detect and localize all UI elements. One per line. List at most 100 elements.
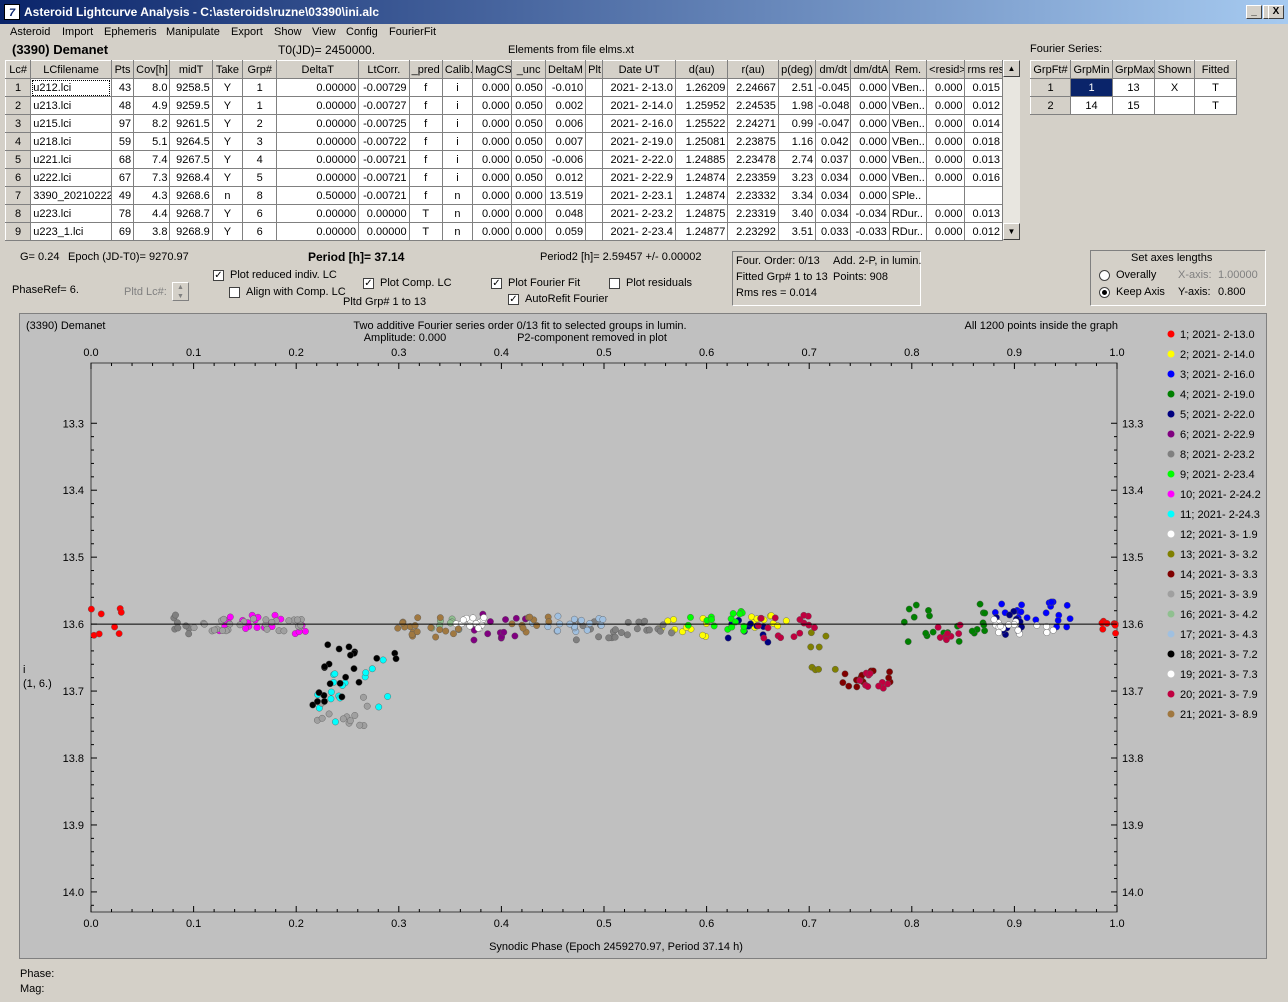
table-cell[interactable]: 0.012 <box>964 222 1003 241</box>
lc-header-cell[interactable]: DeltaT <box>276 60 360 79</box>
lc-header-cell[interactable]: rms res <box>964 60 1003 79</box>
fourier-cell[interactable]: 1 <box>1070 78 1113 97</box>
fourier-cell[interactable]: T <box>1194 96 1237 115</box>
menu-ephemeris[interactable]: Ephemeris <box>104 26 157 38</box>
table-cell[interactable]: 0.034 <box>815 186 852 205</box>
table-cell[interactable]: 2.23332 <box>727 186 779 205</box>
table-cell[interactable] <box>585 150 604 169</box>
table-cell[interactable]: 2.24271 <box>727 114 779 133</box>
table-cell[interactable]: 0.050 <box>511 78 546 97</box>
lc-header-cell[interactable]: LCfilename <box>30 60 112 79</box>
table-cell[interactable]: 1 <box>242 78 278 97</box>
table-cell[interactable] <box>585 222 604 241</box>
table-cell[interactable]: u215.lci <box>30 114 112 133</box>
table-cell[interactable]: 3.40 <box>777 204 817 223</box>
table-cell[interactable]: -0.045 <box>815 78 852 97</box>
lc-header-cell[interactable]: p(deg) <box>777 60 817 79</box>
table-cell[interactable]: f <box>408 96 443 115</box>
table-row[interactable]: 2 u213.lci 48 4.9 9259.5 Y 1 0.00000 -0.00727 f i 0… <box>4 96 1003 115</box>
table-cell[interactable]: 5.1 <box>133 132 171 151</box>
table-cell[interactable]: 6 <box>242 222 278 241</box>
table-cell[interactable]: 4.9 <box>133 96 171 115</box>
table-cell[interactable]: 4.4 <box>133 204 171 223</box>
table-cell[interactable]: n <box>441 186 474 205</box>
table-cell[interactable]: 9268.4 <box>169 168 213 187</box>
table-cell[interactable]: 9268.9 <box>169 222 213 241</box>
menu-view[interactable]: View <box>312 26 336 38</box>
table-cell[interactable]: VBen.. <box>888 150 928 169</box>
menu-import[interactable]: Import <box>62 26 94 38</box>
table-cell[interactable]: T <box>408 222 443 241</box>
table-row[interactable]: 4 u218.lci 59 5.1 9264.5 Y 3 0.00000 -0.00722 f i 0… <box>4 132 1003 151</box>
table-cell[interactable]: 68 <box>110 150 135 169</box>
table-cell[interactable]: 9261.5 <box>169 114 213 133</box>
table-cell[interactable]: 0.050 <box>511 168 546 187</box>
lc-header-cell[interactable]: Calib. <box>441 60 474 79</box>
table-cell[interactable]: 0.000 <box>511 204 546 223</box>
fourier-header-cell[interactable]: Fitted <box>1194 60 1237 79</box>
row-header-cell[interactable]: 1 <box>4 78 32 97</box>
table-cell[interactable]: 49 <box>110 186 135 205</box>
table-cell[interactable]: 0.000 <box>850 114 890 133</box>
table-cell[interactable]: 0.00000 <box>276 150 360 169</box>
table-cell[interactable]: u223_1.lci <box>30 222 112 241</box>
plot-residuals-checkbox[interactable] <box>609 278 620 289</box>
table-cell[interactable]: 3 <box>242 132 278 151</box>
table-cell[interactable]: 1.25522 <box>674 114 729 133</box>
table-cell[interactable]: -0.00721 <box>358 150 410 169</box>
table-cell[interactable]: 2021- 2-16.0 <box>602 114 676 133</box>
lc-header-cell[interactable]: _pred <box>408 60 443 79</box>
table-cell[interactable]: 0.000 <box>472 168 513 187</box>
table-cell[interactable]: 3.34 <box>777 186 817 205</box>
table-cell[interactable]: u221.lci <box>30 150 112 169</box>
table-cell[interactable]: 0.015 <box>964 78 1003 97</box>
table-cell[interactable]: 5 <box>242 168 278 187</box>
table-cell[interactable]: 1.26209 <box>674 78 729 97</box>
table-cell[interactable]: 1.24874 <box>674 186 729 205</box>
table-cell[interactable]: T <box>408 204 443 223</box>
table-cell[interactable]: 0.000 <box>511 186 546 205</box>
table-cell[interactable]: -0.00727 <box>358 96 410 115</box>
table-cell[interactable]: VBen.. <box>888 114 928 133</box>
table-cell[interactable]: 0.000 <box>926 96 966 115</box>
table-cell[interactable]: 0.000 <box>472 96 513 115</box>
table-cell[interactable]: 78 <box>110 204 135 223</box>
table-cell[interactable]: 2021- 2-23.2 <box>602 204 676 223</box>
table-cell[interactable]: 4.3 <box>133 186 171 205</box>
lc-header-cell[interactable]: midT <box>169 60 213 79</box>
table-cell[interactable]: 9258.5 <box>169 78 213 97</box>
plot-svg[interactable]: (3390) Demanet Two additive Fourier seri… <box>20 314 1266 958</box>
lc-header-cell[interactable]: Pts <box>110 60 135 79</box>
table-cell[interactable]: 0.037 <box>815 150 852 169</box>
lc-header-cell[interactable]: Rem. <box>888 60 928 79</box>
row-header-cell[interactable]: 3 <box>4 114 32 133</box>
table-cell[interactable] <box>585 132 604 151</box>
fourier-header-cell[interactable]: GrpMin <box>1070 60 1113 79</box>
menu-manipulate[interactable]: Manipulate <box>166 26 220 38</box>
table-cell[interactable]: f <box>408 132 443 151</box>
table-cell[interactable]: 2021- 2-23.4 <box>602 222 676 241</box>
table-cell[interactable] <box>926 186 966 205</box>
table-cell[interactable]: 0.000 <box>926 132 966 151</box>
table-cell[interactable]: -0.006 <box>544 150 587 169</box>
table-cell[interactable]: f <box>408 114 443 133</box>
lc-header-cell[interactable]: <resid> <box>926 60 966 79</box>
table-cell[interactable]: 2.23478 <box>727 150 779 169</box>
table-cell[interactable]: 0.000 <box>472 186 513 205</box>
table-cell[interactable]: 0.050 <box>511 96 546 115</box>
table-cell[interactable]: 0.000 <box>850 186 890 205</box>
pltd-lc-spinner[interactable]: ▲ ▼ <box>172 282 189 301</box>
row-header-cell[interactable]: 5 <box>4 150 32 169</box>
fourier-cell[interactable]: 13 <box>1112 78 1155 97</box>
table-cell[interactable]: 0.000 <box>511 222 546 241</box>
table-cell[interactable]: 0.013 <box>964 150 1003 169</box>
table-cell[interactable]: 4 <box>242 150 278 169</box>
lc-header-cell[interactable]: MagCS <box>472 60 513 79</box>
table-cell[interactable]: 0.050 <box>511 132 546 151</box>
menu-export[interactable]: Export <box>231 26 263 38</box>
row-header-cell[interactable]: 2 <box>4 96 32 115</box>
table-cell[interactable]: 7.4 <box>133 150 171 169</box>
scroll-up-icon[interactable]: ▲ <box>1003 60 1020 77</box>
table-cell[interactable] <box>585 204 604 223</box>
